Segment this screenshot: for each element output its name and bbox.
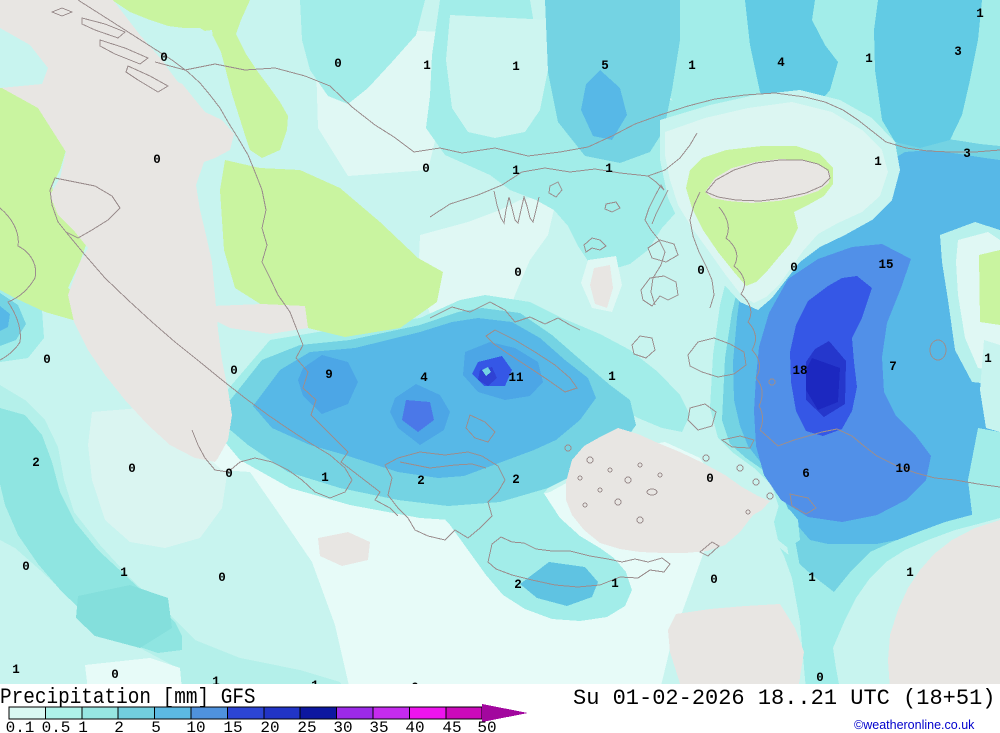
svg-text:0: 0	[422, 162, 430, 176]
svg-text:3: 3	[963, 147, 971, 161]
svg-text:11: 11	[508, 371, 523, 385]
svg-text:1: 1	[78, 719, 88, 733]
svg-text:10: 10	[186, 719, 205, 733]
svg-text:1: 1	[12, 663, 20, 677]
svg-text:1: 1	[874, 155, 882, 169]
svg-text:0: 0	[334, 57, 342, 71]
svg-text:0: 0	[697, 264, 705, 278]
svg-text:0: 0	[218, 571, 226, 585]
svg-text:9: 9	[325, 368, 333, 382]
svg-text:0: 0	[710, 573, 718, 587]
svg-text:5: 5	[151, 719, 161, 733]
svg-text:6: 6	[802, 467, 810, 481]
svg-text:45: 45	[442, 719, 461, 733]
svg-text:1: 1	[906, 566, 914, 580]
svg-text:1: 1	[321, 471, 329, 485]
svg-text:50: 50	[477, 719, 496, 733]
svg-text:1: 1	[865, 52, 873, 66]
svg-text:Su 01-02-2026 18..21 UTC (18+5: Su 01-02-2026 18..21 UTC (18+51)	[573, 686, 995, 711]
svg-text:15: 15	[878, 258, 893, 272]
svg-text:1: 1	[808, 571, 816, 585]
svg-text:30: 30	[333, 719, 352, 733]
svg-text:1: 1	[608, 370, 616, 384]
svg-text:4: 4	[420, 371, 428, 385]
svg-text:Precipitation [mm] GFS: Precipitation [mm] GFS	[0, 686, 256, 710]
svg-text:1: 1	[512, 60, 520, 74]
svg-text:15: 15	[223, 719, 242, 733]
svg-text:40: 40	[405, 719, 424, 733]
svg-text:0: 0	[153, 153, 161, 167]
svg-text:0.1: 0.1	[6, 719, 35, 733]
svg-text:1: 1	[512, 164, 520, 178]
svg-text:2: 2	[32, 456, 40, 470]
svg-text:0: 0	[706, 472, 714, 486]
svg-text:0: 0	[225, 467, 233, 481]
svg-text:2: 2	[512, 473, 520, 487]
svg-text:0: 0	[111, 668, 119, 682]
svg-text:0: 0	[230, 364, 238, 378]
svg-text:0: 0	[22, 560, 30, 574]
svg-text:10: 10	[895, 462, 910, 476]
svg-text:25: 25	[297, 719, 316, 733]
svg-text:0: 0	[790, 261, 798, 275]
svg-text:2: 2	[114, 719, 124, 733]
svg-text:18: 18	[792, 364, 807, 378]
svg-text:0: 0	[160, 51, 168, 65]
svg-text:5: 5	[601, 59, 609, 73]
svg-text:1: 1	[212, 675, 220, 689]
svg-text:2: 2	[514, 578, 522, 592]
svg-text:1: 1	[688, 59, 696, 73]
svg-text:0: 0	[128, 462, 136, 476]
svg-text:2: 2	[417, 474, 425, 488]
svg-text:©weatheronline.co.uk: ©weatheronline.co.uk	[854, 718, 975, 732]
svg-text:35: 35	[369, 719, 388, 733]
svg-text:1: 1	[120, 566, 128, 580]
svg-text:20: 20	[260, 719, 279, 733]
svg-text:1: 1	[611, 577, 619, 591]
svg-text:0: 0	[514, 266, 522, 280]
svg-text:7: 7	[889, 360, 897, 374]
svg-text:0: 0	[816, 671, 824, 685]
svg-text:1: 1	[605, 162, 613, 176]
svg-text:1: 1	[984, 352, 992, 366]
svg-text:1: 1	[423, 59, 431, 73]
svg-text:1: 1	[976, 7, 984, 21]
svg-text:0.5: 0.5	[42, 719, 71, 733]
svg-text:3: 3	[954, 45, 962, 59]
svg-text:4: 4	[777, 56, 785, 70]
svg-text:0: 0	[43, 353, 51, 367]
